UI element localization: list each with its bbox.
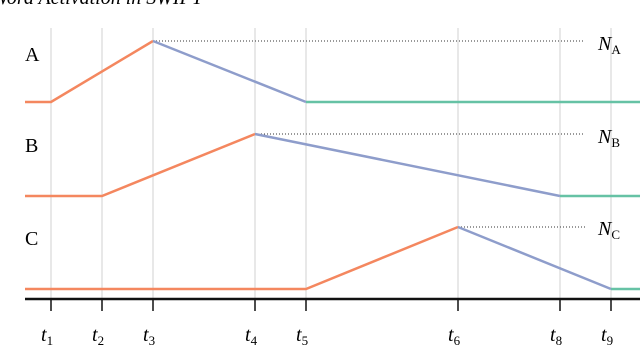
threshold-label: NA	[597, 33, 621, 57]
row-a	[25, 39, 640, 104]
tick-label: t5	[296, 324, 308, 348]
threshold-label: NB	[597, 126, 620, 150]
row-label: B	[25, 135, 38, 157]
grid	[50, 28, 612, 299]
tick-label: t4	[245, 324, 258, 348]
tick-label: t1	[41, 324, 53, 348]
threshold-label: NC	[597, 218, 620, 242]
tick-label: t8	[550, 324, 562, 348]
row-c	[25, 225, 640, 291]
row-label: C	[25, 228, 38, 250]
row-b	[25, 132, 640, 198]
tick-label: t6	[448, 324, 461, 348]
tick-label: t2	[92, 324, 104, 348]
title: Word Activation in SWIFT	[0, 0, 205, 9]
ticks: t1 t2 t3 t4 t5 t6 t8 t9	[41, 299, 613, 348]
tick-label: t3	[143, 324, 155, 348]
tick-label: t9	[601, 324, 613, 348]
row-label: A	[25, 44, 40, 66]
